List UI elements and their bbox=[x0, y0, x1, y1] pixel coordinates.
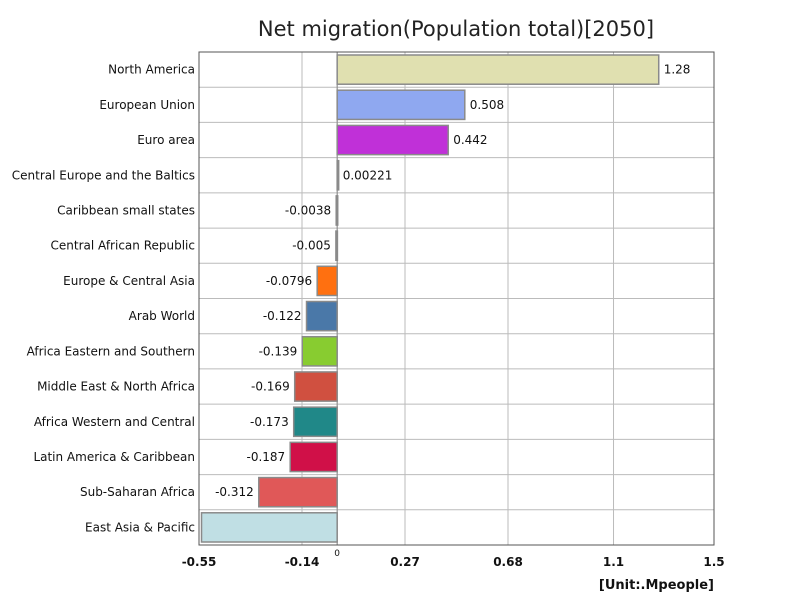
bar bbox=[258, 476, 338, 508]
category-label: Central African Republic bbox=[51, 239, 195, 253]
category-label: Middle East & North Africa bbox=[37, 380, 195, 394]
bar bbox=[336, 124, 449, 156]
value-label: 0.508 bbox=[470, 98, 504, 112]
value-label: -0.005 bbox=[292, 239, 331, 253]
category-label: Europe & Central Asia bbox=[63, 274, 195, 288]
value-label: -0.139 bbox=[259, 344, 298, 358]
value-label: 1.28 bbox=[664, 63, 691, 77]
x-tick-label: 1.5 bbox=[703, 555, 724, 569]
value-label: 0.442 bbox=[453, 133, 487, 147]
bar bbox=[336, 54, 660, 85]
x-tick-label: -0.55 bbox=[182, 555, 217, 569]
x-tick-labels: -0.55 -0.14 0 0.27 0.68 1.1 1.5 bbox=[182, 549, 725, 569]
category-label: Latin America & Caribbean bbox=[33, 450, 195, 464]
category-label: Caribbean small states bbox=[57, 203, 195, 217]
value-label: -0.0796 bbox=[266, 274, 312, 288]
grid-lines bbox=[198, 52, 715, 545]
bar bbox=[335, 195, 339, 226]
bar bbox=[305, 300, 338, 332]
category-label: European Union bbox=[99, 98, 195, 112]
value-label: -0.169 bbox=[251, 380, 290, 394]
category-label: Euro area bbox=[137, 133, 195, 147]
value-labels: 1.28 0.508 0.442 0.00221 -0.0038 -0.005 -0.079… bbox=[215, 63, 690, 500]
bar bbox=[200, 512, 338, 543]
bar bbox=[289, 441, 338, 473]
category-label: Central Europe and the Baltics bbox=[12, 168, 195, 182]
x-tick-label: 0 bbox=[334, 549, 340, 559]
category-labels: North America European Union Euro area Cent… bbox=[12, 63, 195, 535]
bars bbox=[200, 54, 660, 543]
bar bbox=[293, 371, 338, 402]
value-label: 0.00221 bbox=[343, 168, 393, 182]
x-tick-label: 1.1 bbox=[603, 555, 624, 569]
category-label: Sub-Saharan Africa bbox=[80, 485, 195, 499]
x-tick-label: 0.68 bbox=[493, 555, 523, 569]
value-label: -0.187 bbox=[247, 450, 286, 464]
category-label: East Asia & Pacific bbox=[85, 520, 195, 534]
category-label: Africa Western and Central bbox=[34, 415, 195, 429]
bar bbox=[292, 406, 338, 438]
category-label: Africa Eastern and Southern bbox=[27, 344, 195, 358]
x-tick-label: 0.27 bbox=[390, 555, 420, 569]
bar bbox=[316, 265, 338, 297]
bar bbox=[336, 159, 340, 191]
chart-title: Net migration(Population total)[2050] bbox=[258, 17, 654, 41]
value-label: -0.173 bbox=[250, 415, 289, 429]
bar bbox=[301, 335, 338, 367]
category-label: North America bbox=[108, 63, 195, 77]
unit-label: [Unit:.Mpeople] bbox=[599, 578, 714, 593]
bar bbox=[336, 89, 466, 121]
category-label: Arab World bbox=[129, 309, 195, 323]
x-tick-label: -0.14 bbox=[285, 555, 320, 569]
value-label: -0.122 bbox=[263, 309, 302, 323]
plot-frame bbox=[198, 51, 715, 546]
value-label: -0.0038 bbox=[285, 203, 331, 217]
bar bbox=[335, 230, 339, 262]
value-label: -0.312 bbox=[215, 485, 254, 499]
